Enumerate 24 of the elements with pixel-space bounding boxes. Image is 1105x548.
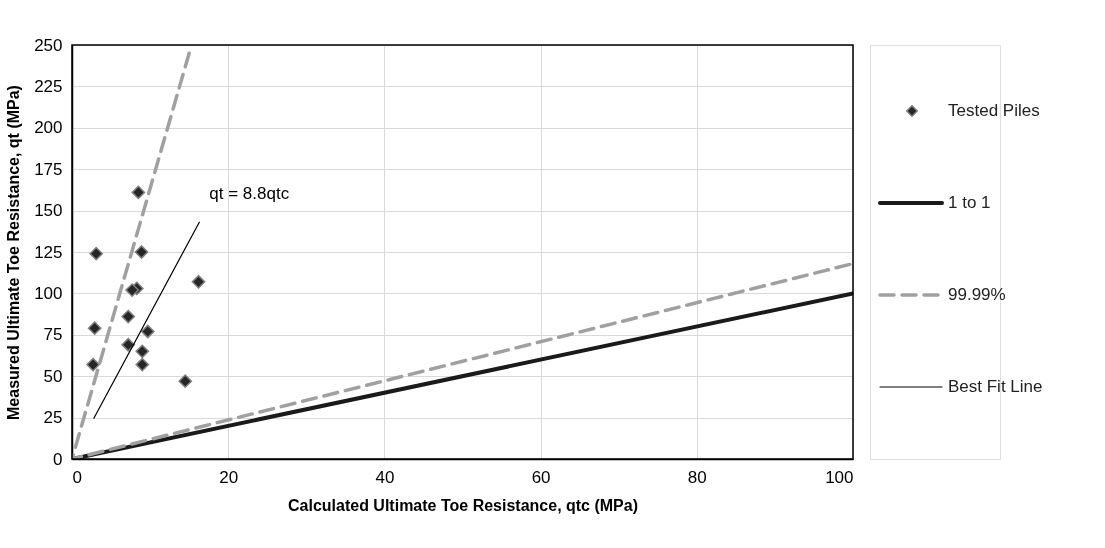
x-tick-label: 20 [219,467,239,487]
y-tick-label: 150 [34,201,63,221]
y-axis-title: Measured Ultimate Toe Resistance, qt (MPa) [5,85,23,420]
legend-label: Best Fit Line [948,377,1043,396]
x-tick-label: 60 [531,467,551,487]
y-tick-label: 50 [43,366,63,386]
y-tick-label: 0 [53,449,63,469]
y-tick-label: 125 [34,242,63,262]
x-tick-label: 0 [72,467,82,487]
y-tick-label: 175 [34,159,63,179]
legend-label: 99.99% [948,285,1006,304]
x-axis-title: Calculated Ultimate Toe Resistance, qtc (MPa) [287,496,639,514]
y-tick-label: 100 [34,283,63,303]
y-tick-label: 75 [43,325,63,345]
y-tick-label: 225 [34,76,63,96]
legend-label: 1 to 1 [948,193,991,212]
y-tick-label: 250 [34,35,63,55]
legend-label: Tested Piles [948,101,1040,120]
annotation: qt = 8.8qtc [209,184,290,204]
x-tick-label: 80 [687,467,707,487]
y-tick-label: 25 [43,408,63,428]
x-tick-label: 40 [375,467,395,487]
y-tick-label: 200 [34,118,63,138]
x-tick-label: 100 [825,467,854,487]
